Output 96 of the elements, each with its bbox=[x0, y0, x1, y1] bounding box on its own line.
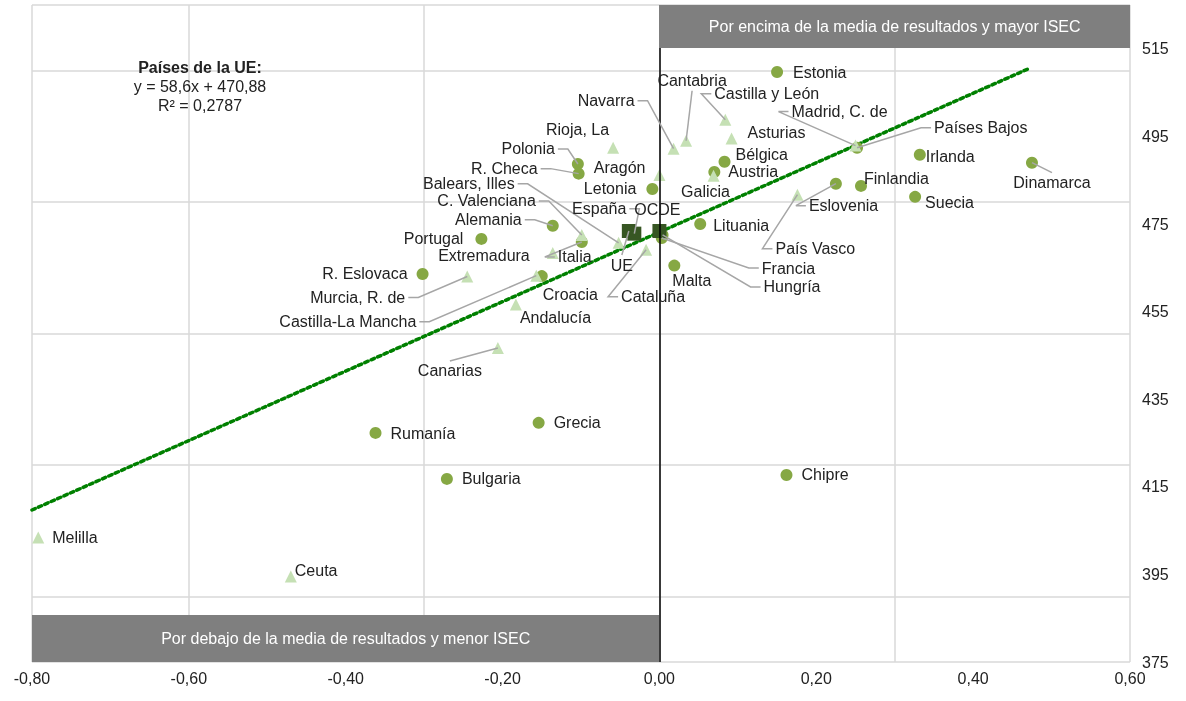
point bbox=[546, 219, 559, 232]
annotation: Andalucía bbox=[519, 309, 592, 327]
annotation: Castilla-La Mancha bbox=[279, 313, 417, 331]
point bbox=[855, 179, 867, 192]
y-tick-label: 435 bbox=[1142, 390, 1169, 408]
point bbox=[694, 218, 707, 230]
y-tick-label: 475 bbox=[1142, 215, 1169, 233]
point bbox=[707, 169, 720, 182]
point bbox=[909, 190, 922, 203]
annotation: Países de la UE: bbox=[137, 58, 263, 77]
point bbox=[572, 167, 585, 180]
point bbox=[719, 113, 732, 126]
annotation: Eslovenia bbox=[808, 197, 879, 215]
annotation: Balears, Illes bbox=[423, 175, 515, 193]
annotation: Grecia bbox=[553, 414, 601, 432]
point bbox=[284, 570, 297, 583]
x-tick-label: 0,60 bbox=[1114, 669, 1146, 687]
annotation: Suecia bbox=[925, 194, 975, 212]
point bbox=[725, 132, 738, 145]
point bbox=[829, 177, 842, 190]
annotation: Hungría bbox=[763, 278, 821, 296]
point bbox=[646, 182, 659, 195]
caption-box: Por debajo de la media de resultados y menor ISEC bbox=[32, 615, 660, 662]
annotation: Polonia bbox=[501, 140, 555, 158]
annotation: Madrid, C. de bbox=[791, 103, 888, 121]
point bbox=[532, 416, 545, 429]
annotation: País Vasco bbox=[775, 240, 856, 258]
annotation: Dinamarca bbox=[1013, 174, 1091, 192]
annotation: Castilla y León bbox=[714, 85, 820, 103]
y-tick-label: 495 bbox=[1142, 127, 1169, 145]
annotation: Melilla bbox=[52, 529, 98, 547]
annotation: Irlanda bbox=[925, 148, 975, 166]
annotation: España bbox=[572, 200, 627, 218]
annotation: Chipre bbox=[801, 466, 849, 484]
annotation: R. Eslovaca bbox=[322, 265, 408, 283]
annotation: Finlandia bbox=[863, 170, 930, 188]
annotation: Murcia, R. de bbox=[310, 289, 406, 307]
annotation: Bélgica bbox=[735, 146, 789, 164]
annotation: Ceuta bbox=[294, 562, 338, 580]
point bbox=[416, 267, 429, 280]
annotation: Navarra bbox=[577, 92, 635, 110]
point bbox=[780, 468, 793, 481]
point bbox=[680, 134, 693, 147]
point bbox=[369, 426, 382, 439]
point bbox=[771, 66, 784, 79]
x-tick-label: -0,40 bbox=[327, 669, 365, 687]
point bbox=[913, 148, 926, 161]
x-tick-label: 0,00 bbox=[643, 669, 676, 687]
annotation: Asturias bbox=[747, 124, 806, 142]
annotation: Alemania bbox=[455, 211, 522, 229]
annotation: R² = 0,2787 bbox=[156, 96, 244, 115]
x-tick-label: 0,20 bbox=[800, 669, 832, 687]
point bbox=[530, 269, 543, 282]
x-tick-label: -0,80 bbox=[13, 669, 51, 687]
y-tick-label: 515 bbox=[1142, 40, 1169, 58]
annotation: Croacia bbox=[542, 285, 599, 303]
point bbox=[607, 141, 620, 154]
point bbox=[32, 531, 45, 544]
annotation: y = 58,6x + 470,88 bbox=[132, 77, 268, 96]
x-tick-label: -0,20 bbox=[484, 669, 521, 687]
annotation: Extremadura bbox=[438, 247, 530, 265]
annotation: Aragón bbox=[593, 159, 646, 177]
x-tick-label: -0,60 bbox=[170, 669, 208, 687]
annotation: Galicia bbox=[681, 183, 731, 201]
annotation: Rioja, La bbox=[546, 121, 610, 139]
caption-box: Por encima de la media de resultados y mayor ISEC bbox=[659, 5, 1130, 48]
annotation: Rumanía bbox=[390, 425, 456, 443]
annotation: Lituania bbox=[713, 216, 770, 234]
point bbox=[461, 270, 474, 283]
annotation: C. Valenciana bbox=[437, 192, 536, 210]
point bbox=[575, 228, 588, 241]
point bbox=[509, 298, 522, 311]
point bbox=[491, 341, 504, 354]
point bbox=[612, 236, 625, 249]
annotation: Portugal bbox=[403, 230, 464, 248]
annotation: Austria bbox=[728, 163, 779, 181]
annotation: UE bbox=[610, 256, 633, 274]
annotation: Francia bbox=[761, 259, 816, 277]
point bbox=[475, 232, 488, 245]
point bbox=[667, 142, 680, 155]
annotation: Canarias bbox=[417, 362, 482, 380]
y-tick-label: 375 bbox=[1142, 653, 1169, 671]
annotation: Bulgaria bbox=[461, 470, 521, 488]
annotation: Malta bbox=[672, 272, 712, 290]
y-tick-label: 395 bbox=[1142, 565, 1169, 583]
annotation: Letonia bbox=[583, 180, 637, 198]
annotation: Estonia bbox=[793, 63, 847, 81]
point bbox=[440, 472, 453, 485]
point bbox=[1025, 156, 1038, 169]
annotation: R. Checa bbox=[470, 160, 538, 178]
annotation: Italia bbox=[557, 248, 592, 266]
y-tick-label: 415 bbox=[1142, 478, 1169, 496]
annotation: Países Bajos bbox=[934, 119, 1028, 137]
x-tick-label: 0,40 bbox=[957, 669, 989, 687]
point bbox=[668, 259, 681, 272]
y-tick-label: 455 bbox=[1142, 303, 1169, 321]
